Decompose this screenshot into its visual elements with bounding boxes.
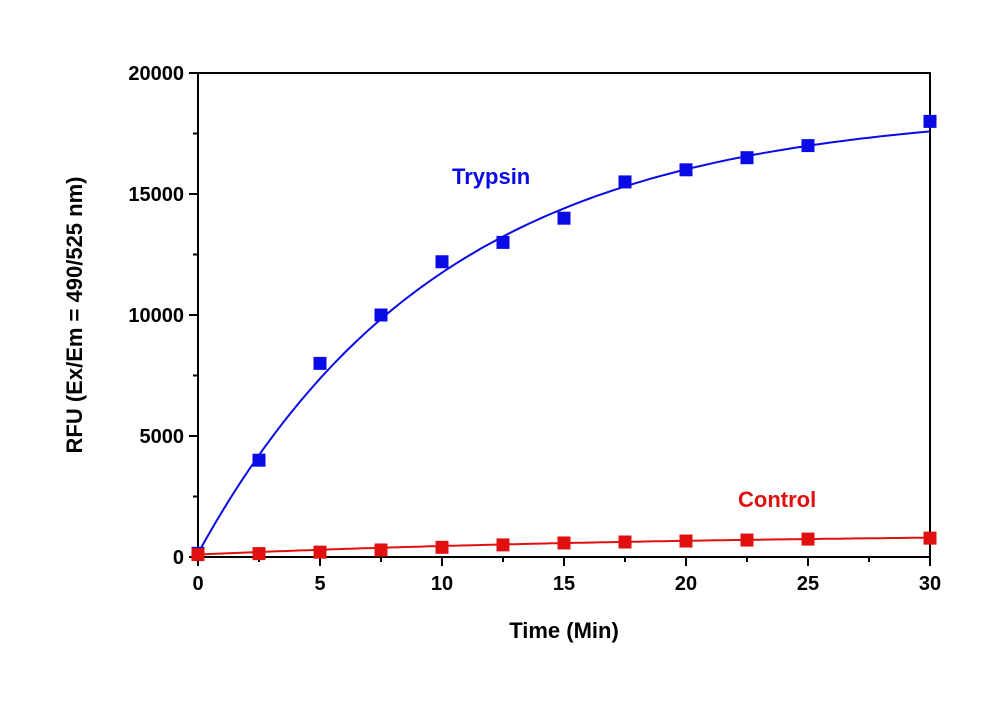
data-point-trypsin [740, 151, 754, 165]
x-tick-label: 15 [553, 573, 575, 595]
y-tick-label: 20000 [128, 63, 184, 85]
data-point-control [679, 534, 693, 548]
data-point-control [435, 540, 449, 554]
data-point-trypsin [496, 235, 510, 249]
series-label-trypsin: Trypsin [452, 164, 530, 189]
y-tick-label: 15000 [128, 184, 184, 206]
x-axis-label: Time (Min) [509, 618, 619, 643]
data-point-control [923, 531, 937, 545]
data-point-trypsin [801, 139, 815, 153]
fit-curves [197, 130, 931, 556]
x-tick-label: 30 [919, 573, 941, 595]
data-point-control [374, 543, 388, 557]
plot-frame [197, 72, 931, 558]
data-point-trypsin [679, 163, 693, 177]
y-tick-label: 10000 [128, 305, 184, 327]
data-point-control [252, 547, 266, 561]
data-point-control [740, 533, 754, 547]
x-tick-label: 10 [431, 573, 453, 595]
fit-curve-trypsin [197, 130, 931, 554]
series-label-control: Control [738, 487, 816, 512]
y-axis-label: RFU (Ex/Em = 490/525 nm) [62, 177, 87, 454]
data-point-trypsin [618, 175, 632, 189]
data-point-trypsin [435, 255, 449, 269]
data-point-trypsin [374, 308, 388, 322]
x-tick-label: 20 [675, 573, 697, 595]
data-point-control [801, 532, 815, 546]
data-point-trypsin [252, 453, 266, 467]
y-tick-label: 0 [173, 547, 184, 569]
data-points [191, 114, 937, 562]
y-tick-label: 5000 [140, 426, 185, 448]
data-point-control [191, 548, 205, 562]
data-point-trypsin [313, 356, 327, 370]
data-point-control [496, 538, 510, 552]
data-point-trypsin [557, 211, 571, 225]
data-point-control [557, 536, 571, 550]
x-tick-label: 0 [192, 573, 203, 595]
x-tick-label: 25 [797, 573, 819, 595]
x-tick-label: 5 [314, 573, 325, 595]
data-point-control [313, 545, 327, 559]
data-point-trypsin [923, 114, 937, 128]
axes: 0 5 10 15 20 25 30 0 5000 10000 15000 20000 [128, 63, 941, 595]
data-point-control [618, 535, 632, 549]
